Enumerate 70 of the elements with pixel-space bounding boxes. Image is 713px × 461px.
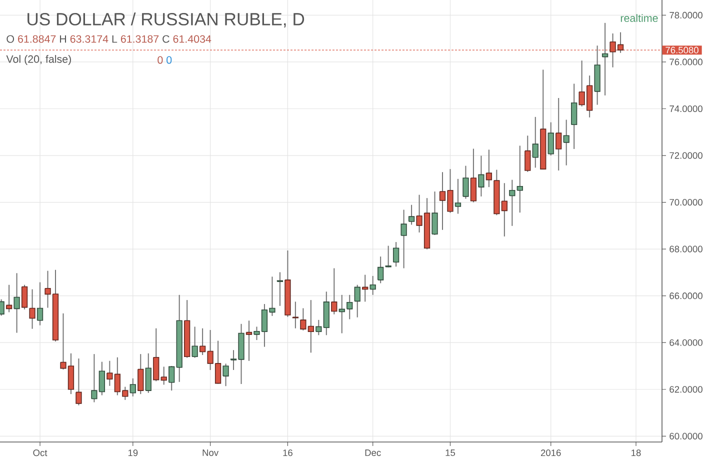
annotation: 0 0: [158, 56, 172, 64]
candlestick: [524, 135, 531, 172]
candlestick: [378, 256, 384, 284]
candlestick: [6, 284, 12, 313]
candlestick: [160, 366, 167, 386]
x-tick-label: 19: [128, 450, 138, 456]
y-tick-label: 68.0000: [670, 246, 702, 252]
candlestick: [556, 97, 562, 171]
x-tick-label: 18: [632, 450, 641, 456]
candlestick: [486, 149, 492, 188]
x-tick-label: Oct: [33, 450, 48, 456]
candlestick: [36, 282, 44, 326]
x-tick-label: Nov: [202, 450, 219, 456]
y-tick-label: 62.0000: [670, 386, 702, 393]
candlestick: [432, 191, 438, 236]
x-tick-label: 2016: [540, 450, 561, 456]
candlestick: [509, 179, 516, 226]
candlestick: [14, 272, 20, 334]
candlestick: [276, 272, 284, 306]
candlestick: [354, 284, 360, 318]
candlestick: [292, 301, 299, 329]
candlestick: [400, 209, 407, 269]
x-tick-label: 15: [446, 450, 456, 456]
candlestick: [168, 365, 175, 392]
y-tick-label: 78.0000: [670, 12, 702, 18]
y-tick-label: 60.0000: [670, 432, 702, 440]
candlestick: [192, 326, 198, 358]
ref-line-label: 76.5080: [666, 46, 698, 54]
candlestick: [246, 320, 252, 362]
candlestick: [462, 165, 469, 200]
candlestick: [516, 145, 523, 214]
candlestick: [571, 83, 578, 150]
candlestick: [29, 288, 36, 330]
candlestick: [478, 155, 484, 197]
y-tick-label: 66.0000: [670, 292, 702, 300]
candlestick: [316, 319, 322, 336]
candlestick: [21, 284, 28, 310]
candlestick: [454, 178, 462, 214]
candlestick: [470, 148, 477, 203]
x-tick-label: 16: [283, 450, 292, 456]
candlestick: [346, 294, 353, 320]
candlestick: [145, 352, 152, 394]
annotation: Vol (20, false): [6, 55, 71, 65]
y-tick-label: 64.0000: [670, 339, 702, 346]
candlestick: [563, 119, 570, 166]
y-tick-label: 72.0000: [670, 152, 702, 159]
candlestick: [602, 22, 608, 96]
x-tick-label: Dec: [365, 450, 381, 456]
candlestick: [392, 242, 400, 268]
candlestick: [222, 363, 229, 387]
candlestick: [130, 378, 136, 397]
candlestick: [76, 358, 82, 406]
text: US DOLLAR / RUSSIAN RUBLE, D: [28, 12, 304, 28]
candlestick: [106, 360, 113, 386]
candlestick: [338, 294, 345, 334]
candlestick: [331, 268, 338, 315]
candlestick: [138, 354, 144, 395]
candlestick: [300, 308, 306, 331]
candlestick: [153, 328, 160, 382]
candlestick: [548, 122, 554, 156]
candlestick: [385, 245, 392, 268]
candlestick: [308, 300, 314, 354]
annotation: O 61.8847 H 63.3174 L 61.3187 C 61.4034: [6, 35, 212, 43]
candlestick: [408, 204, 415, 226]
candlestick: [532, 116, 538, 168]
candlestick: [370, 275, 376, 296]
y-tick-label: 76.0000: [670, 58, 702, 66]
y-tick-label: 70.0000: [670, 199, 702, 206]
annotation: realtime: [620, 14, 658, 22]
y-tick-label: 74.0000: [670, 105, 702, 112]
